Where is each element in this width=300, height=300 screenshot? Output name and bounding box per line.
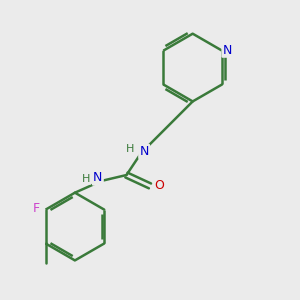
- Text: F: F: [33, 202, 40, 215]
- Text: H: H: [82, 174, 90, 184]
- Text: H: H: [126, 144, 134, 154]
- Text: O: O: [154, 178, 164, 191]
- Text: N: N: [223, 44, 232, 56]
- Text: N: N: [93, 172, 103, 184]
- Text: N: N: [140, 145, 149, 158]
